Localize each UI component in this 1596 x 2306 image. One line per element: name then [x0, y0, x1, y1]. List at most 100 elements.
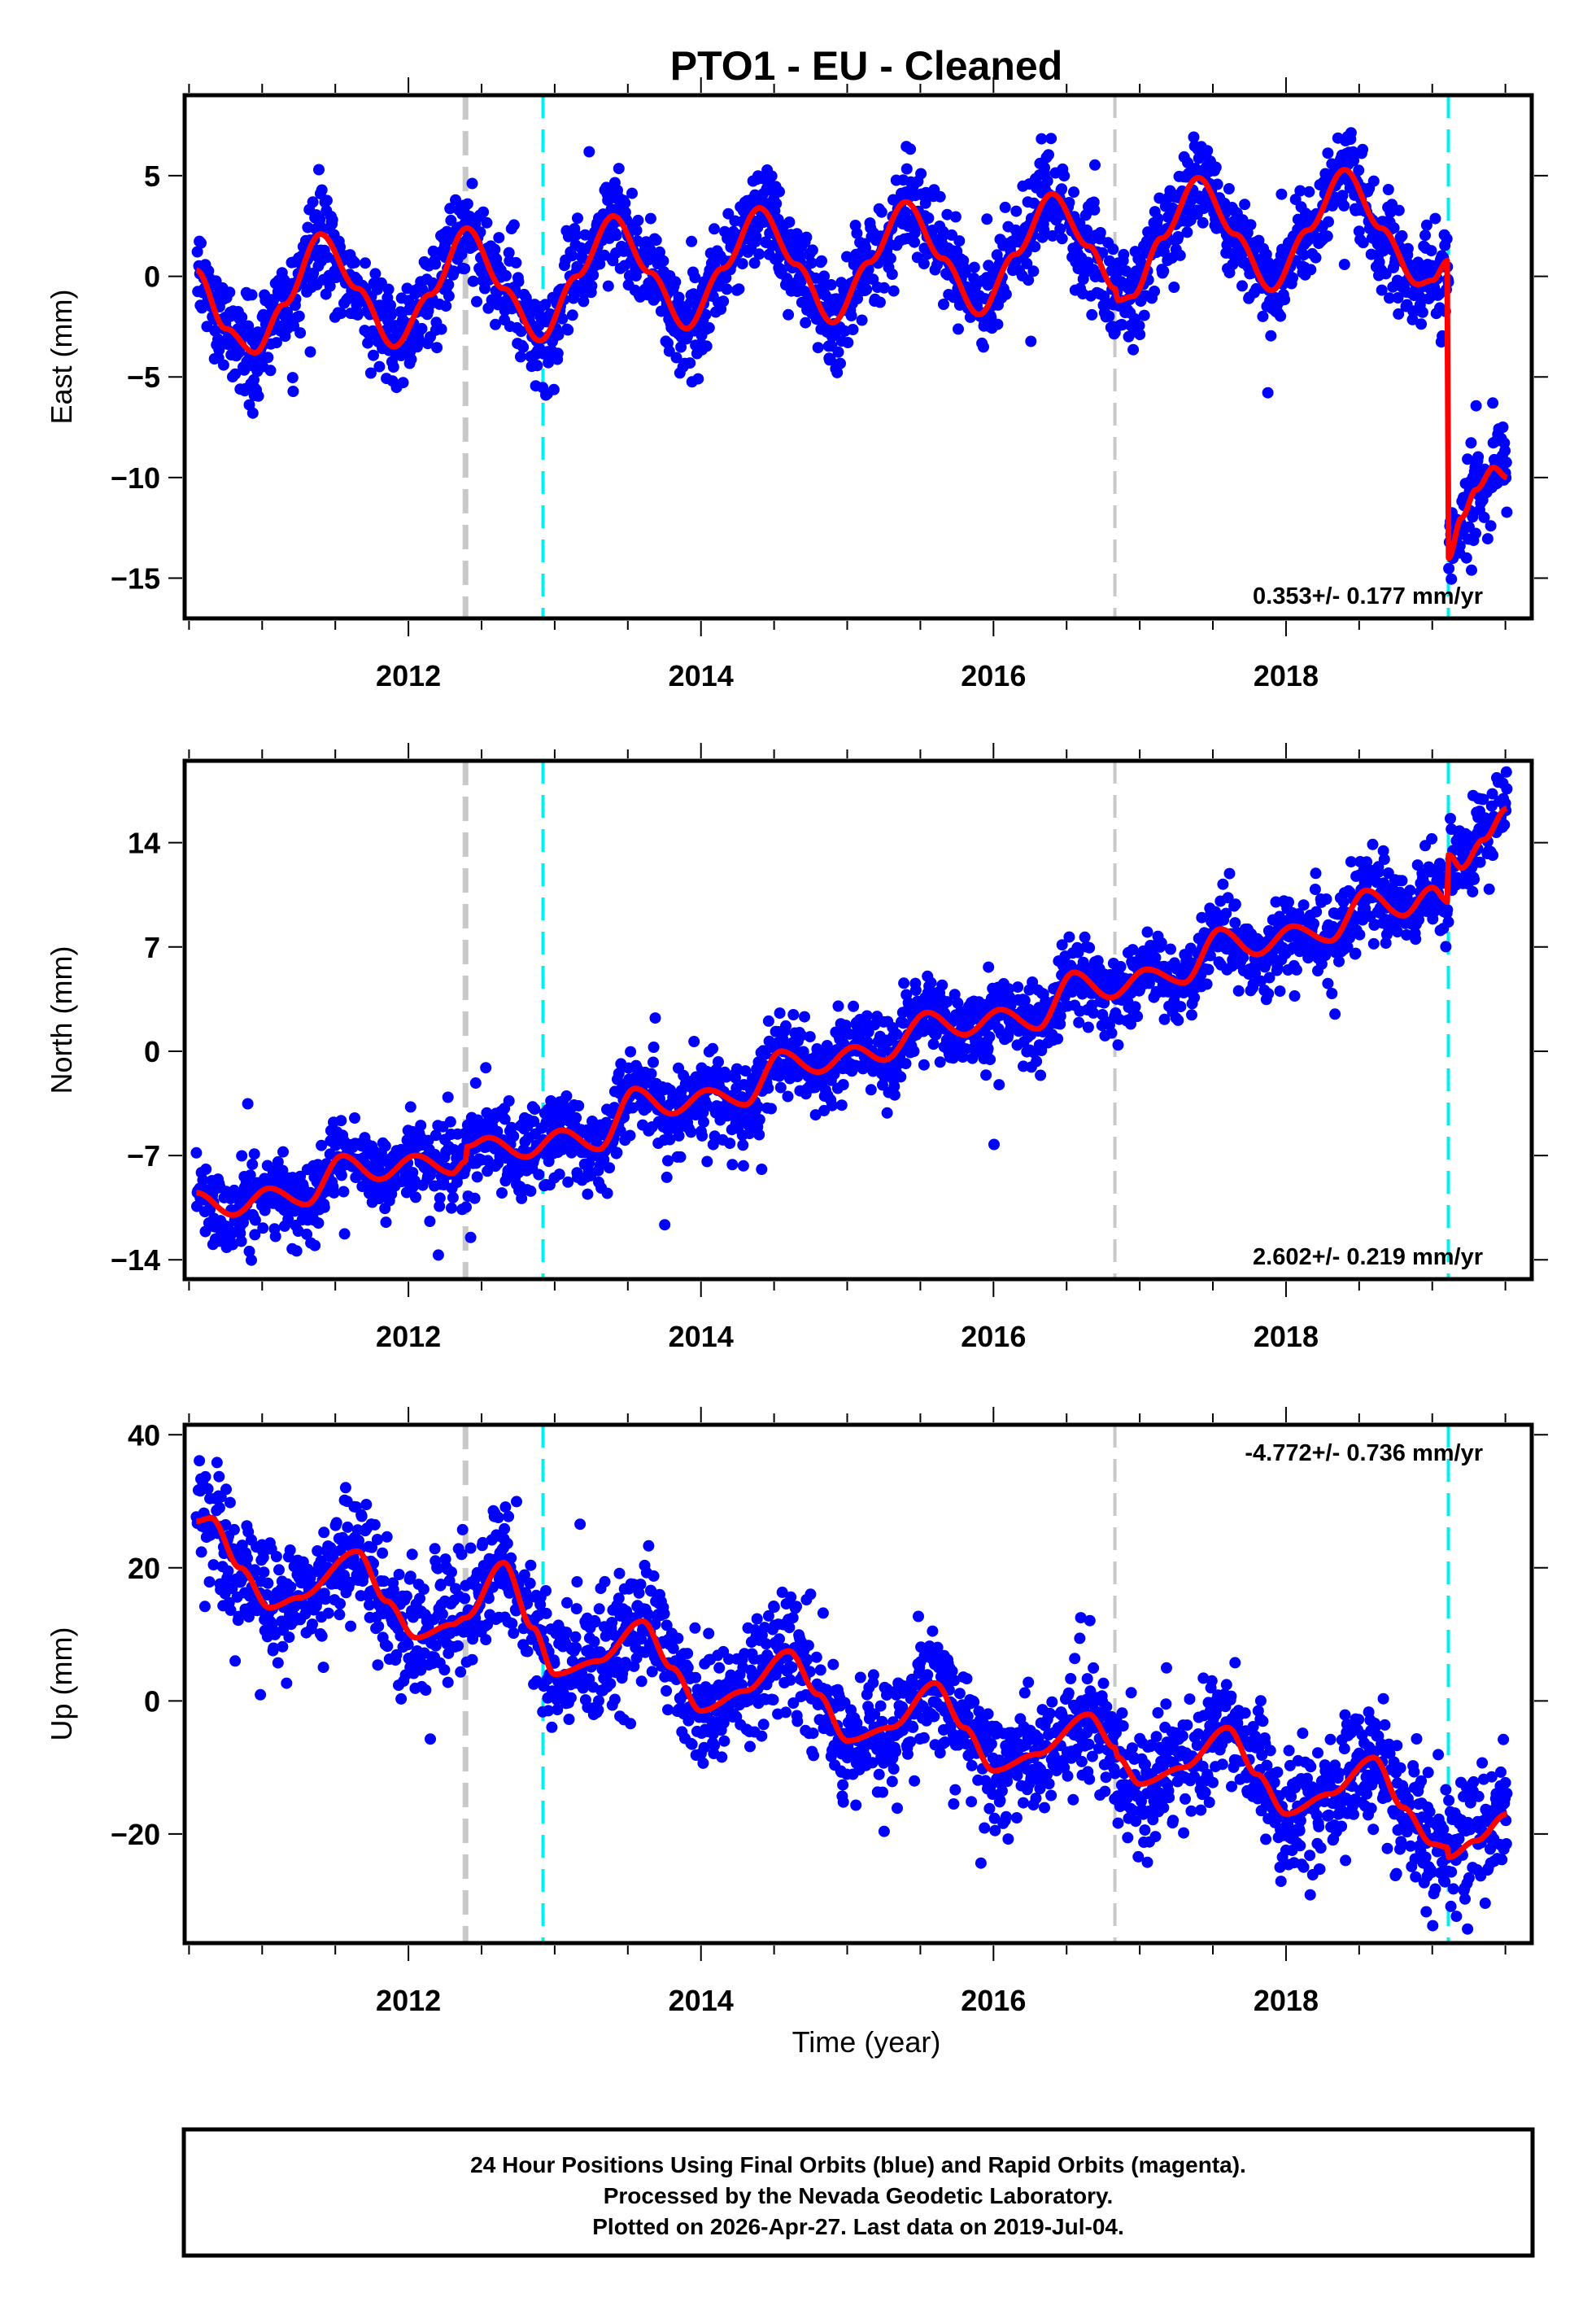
data-point — [861, 1036, 874, 1048]
data-point — [774, 1007, 786, 1020]
data-point — [1498, 819, 1511, 831]
data-point — [937, 225, 949, 238]
data-point — [459, 263, 471, 275]
data-point — [685, 1126, 697, 1138]
data-point — [1262, 988, 1275, 1000]
data-point — [1412, 256, 1424, 269]
data-point — [349, 1112, 360, 1124]
data-point — [1041, 175, 1053, 187]
data-point — [397, 377, 409, 389]
data-point — [919, 197, 931, 209]
data-point — [1188, 992, 1201, 1003]
data-point — [281, 1677, 293, 1689]
data-point — [1353, 164, 1365, 177]
data-point — [659, 1219, 671, 1231]
data-point — [560, 1090, 573, 1102]
data-point — [753, 1114, 765, 1125]
data-point — [440, 300, 452, 312]
data-point — [1290, 963, 1302, 976]
data-point — [1500, 766, 1512, 778]
data-point — [464, 1231, 477, 1243]
data-point — [988, 1138, 1000, 1151]
data-points — [190, 766, 1513, 1266]
data-point — [787, 1009, 800, 1020]
data-point — [434, 1192, 446, 1204]
data-point — [249, 1229, 261, 1241]
data-point — [242, 1098, 254, 1110]
data-point — [1338, 259, 1350, 270]
data-point — [443, 278, 455, 290]
data-point — [1279, 294, 1291, 306]
data-point — [1181, 226, 1193, 238]
data-point — [1082, 1021, 1094, 1033]
data-point — [918, 258, 930, 270]
data-point — [450, 194, 461, 206]
data-point — [255, 1688, 267, 1701]
data-point — [993, 1079, 1005, 1091]
data-point — [841, 251, 853, 263]
data-point — [887, 285, 900, 297]
data-point — [508, 219, 520, 231]
data-point — [324, 280, 336, 292]
data-point — [349, 256, 360, 269]
data-point — [244, 1169, 256, 1181]
data-point — [1396, 229, 1408, 242]
data-point — [881, 1107, 893, 1119]
data-point — [664, 1133, 676, 1146]
data-point — [717, 295, 730, 308]
data-point — [282, 1213, 294, 1225]
data-point — [848, 1000, 860, 1012]
data-point — [1112, 1039, 1124, 1051]
data-point — [1348, 155, 1359, 167]
data-point — [285, 1581, 297, 1593]
y-tick-label: 0 — [144, 1035, 160, 1068]
data-point — [432, 1249, 444, 1261]
data-point — [806, 244, 818, 256]
data-point — [1440, 941, 1452, 953]
data-point — [479, 282, 491, 295]
data-point — [700, 308, 712, 321]
data-point — [1415, 318, 1428, 330]
data-point — [1132, 1011, 1144, 1023]
data-point — [895, 1071, 907, 1083]
data-point — [878, 282, 890, 294]
data-point — [614, 1125, 626, 1137]
data-point — [1338, 199, 1350, 212]
data-point — [1063, 931, 1075, 943]
data-point — [1211, 178, 1223, 190]
data-point — [369, 268, 382, 280]
data-point — [905, 143, 917, 155]
data-point — [493, 232, 505, 244]
data-point — [1396, 875, 1408, 887]
data-point — [1058, 170, 1071, 182]
data-point — [1036, 1045, 1048, 1056]
data-point — [601, 1187, 613, 1199]
data-point — [229, 368, 242, 380]
data-point — [925, 976, 937, 989]
data-point — [1460, 552, 1472, 564]
data-point — [517, 341, 530, 353]
data-point — [224, 286, 236, 299]
data-point — [1118, 248, 1130, 260]
data-point — [818, 270, 831, 282]
data-point — [272, 1657, 284, 1669]
data-point — [670, 352, 682, 364]
data-point — [701, 1155, 713, 1168]
data-point — [1036, 133, 1048, 145]
data-point — [1501, 506, 1513, 518]
x-tick-label: 2016 — [961, 1320, 1026, 1353]
data-point — [686, 235, 698, 247]
y-tick-label: −5 — [127, 360, 160, 394]
data-point — [434, 1200, 446, 1212]
data-point — [533, 1168, 545, 1181]
data-point — [1054, 223, 1066, 235]
data-point — [379, 1140, 391, 1152]
data-point — [922, 212, 935, 224]
data-point — [959, 267, 971, 279]
data-point — [722, 207, 735, 220]
data-point — [1470, 400, 1482, 412]
data-point — [648, 1042, 660, 1053]
data-point — [812, 342, 824, 354]
y-tick-label: −15 — [111, 562, 160, 596]
